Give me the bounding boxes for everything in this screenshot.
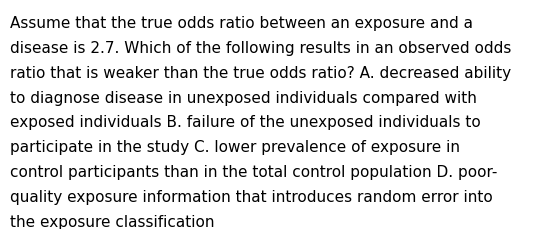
Text: quality exposure information that introduces random error into: quality exposure information that introd…: [10, 189, 493, 204]
Text: to diagnose disease in unexposed individuals compared with: to diagnose disease in unexposed individ…: [10, 90, 477, 105]
Text: exposed individuals B. failure of the unexposed individuals to: exposed individuals B. failure of the un…: [10, 115, 481, 130]
Text: ratio that is weaker than the true odds ratio? A. decreased ability: ratio that is weaker than the true odds …: [10, 65, 511, 80]
Text: disease is 2.7. Which of the following results in an observed odds: disease is 2.7. Which of the following r…: [10, 41, 512, 56]
Text: control participants than in the total control population D. poor-: control participants than in the total c…: [10, 164, 497, 179]
Text: participate in the study C. lower prevalence of exposure in: participate in the study C. lower preval…: [10, 140, 460, 155]
Text: the exposure classification: the exposure classification: [10, 214, 214, 229]
Text: Assume that the true odds ratio between an exposure and a: Assume that the true odds ratio between …: [10, 16, 473, 31]
